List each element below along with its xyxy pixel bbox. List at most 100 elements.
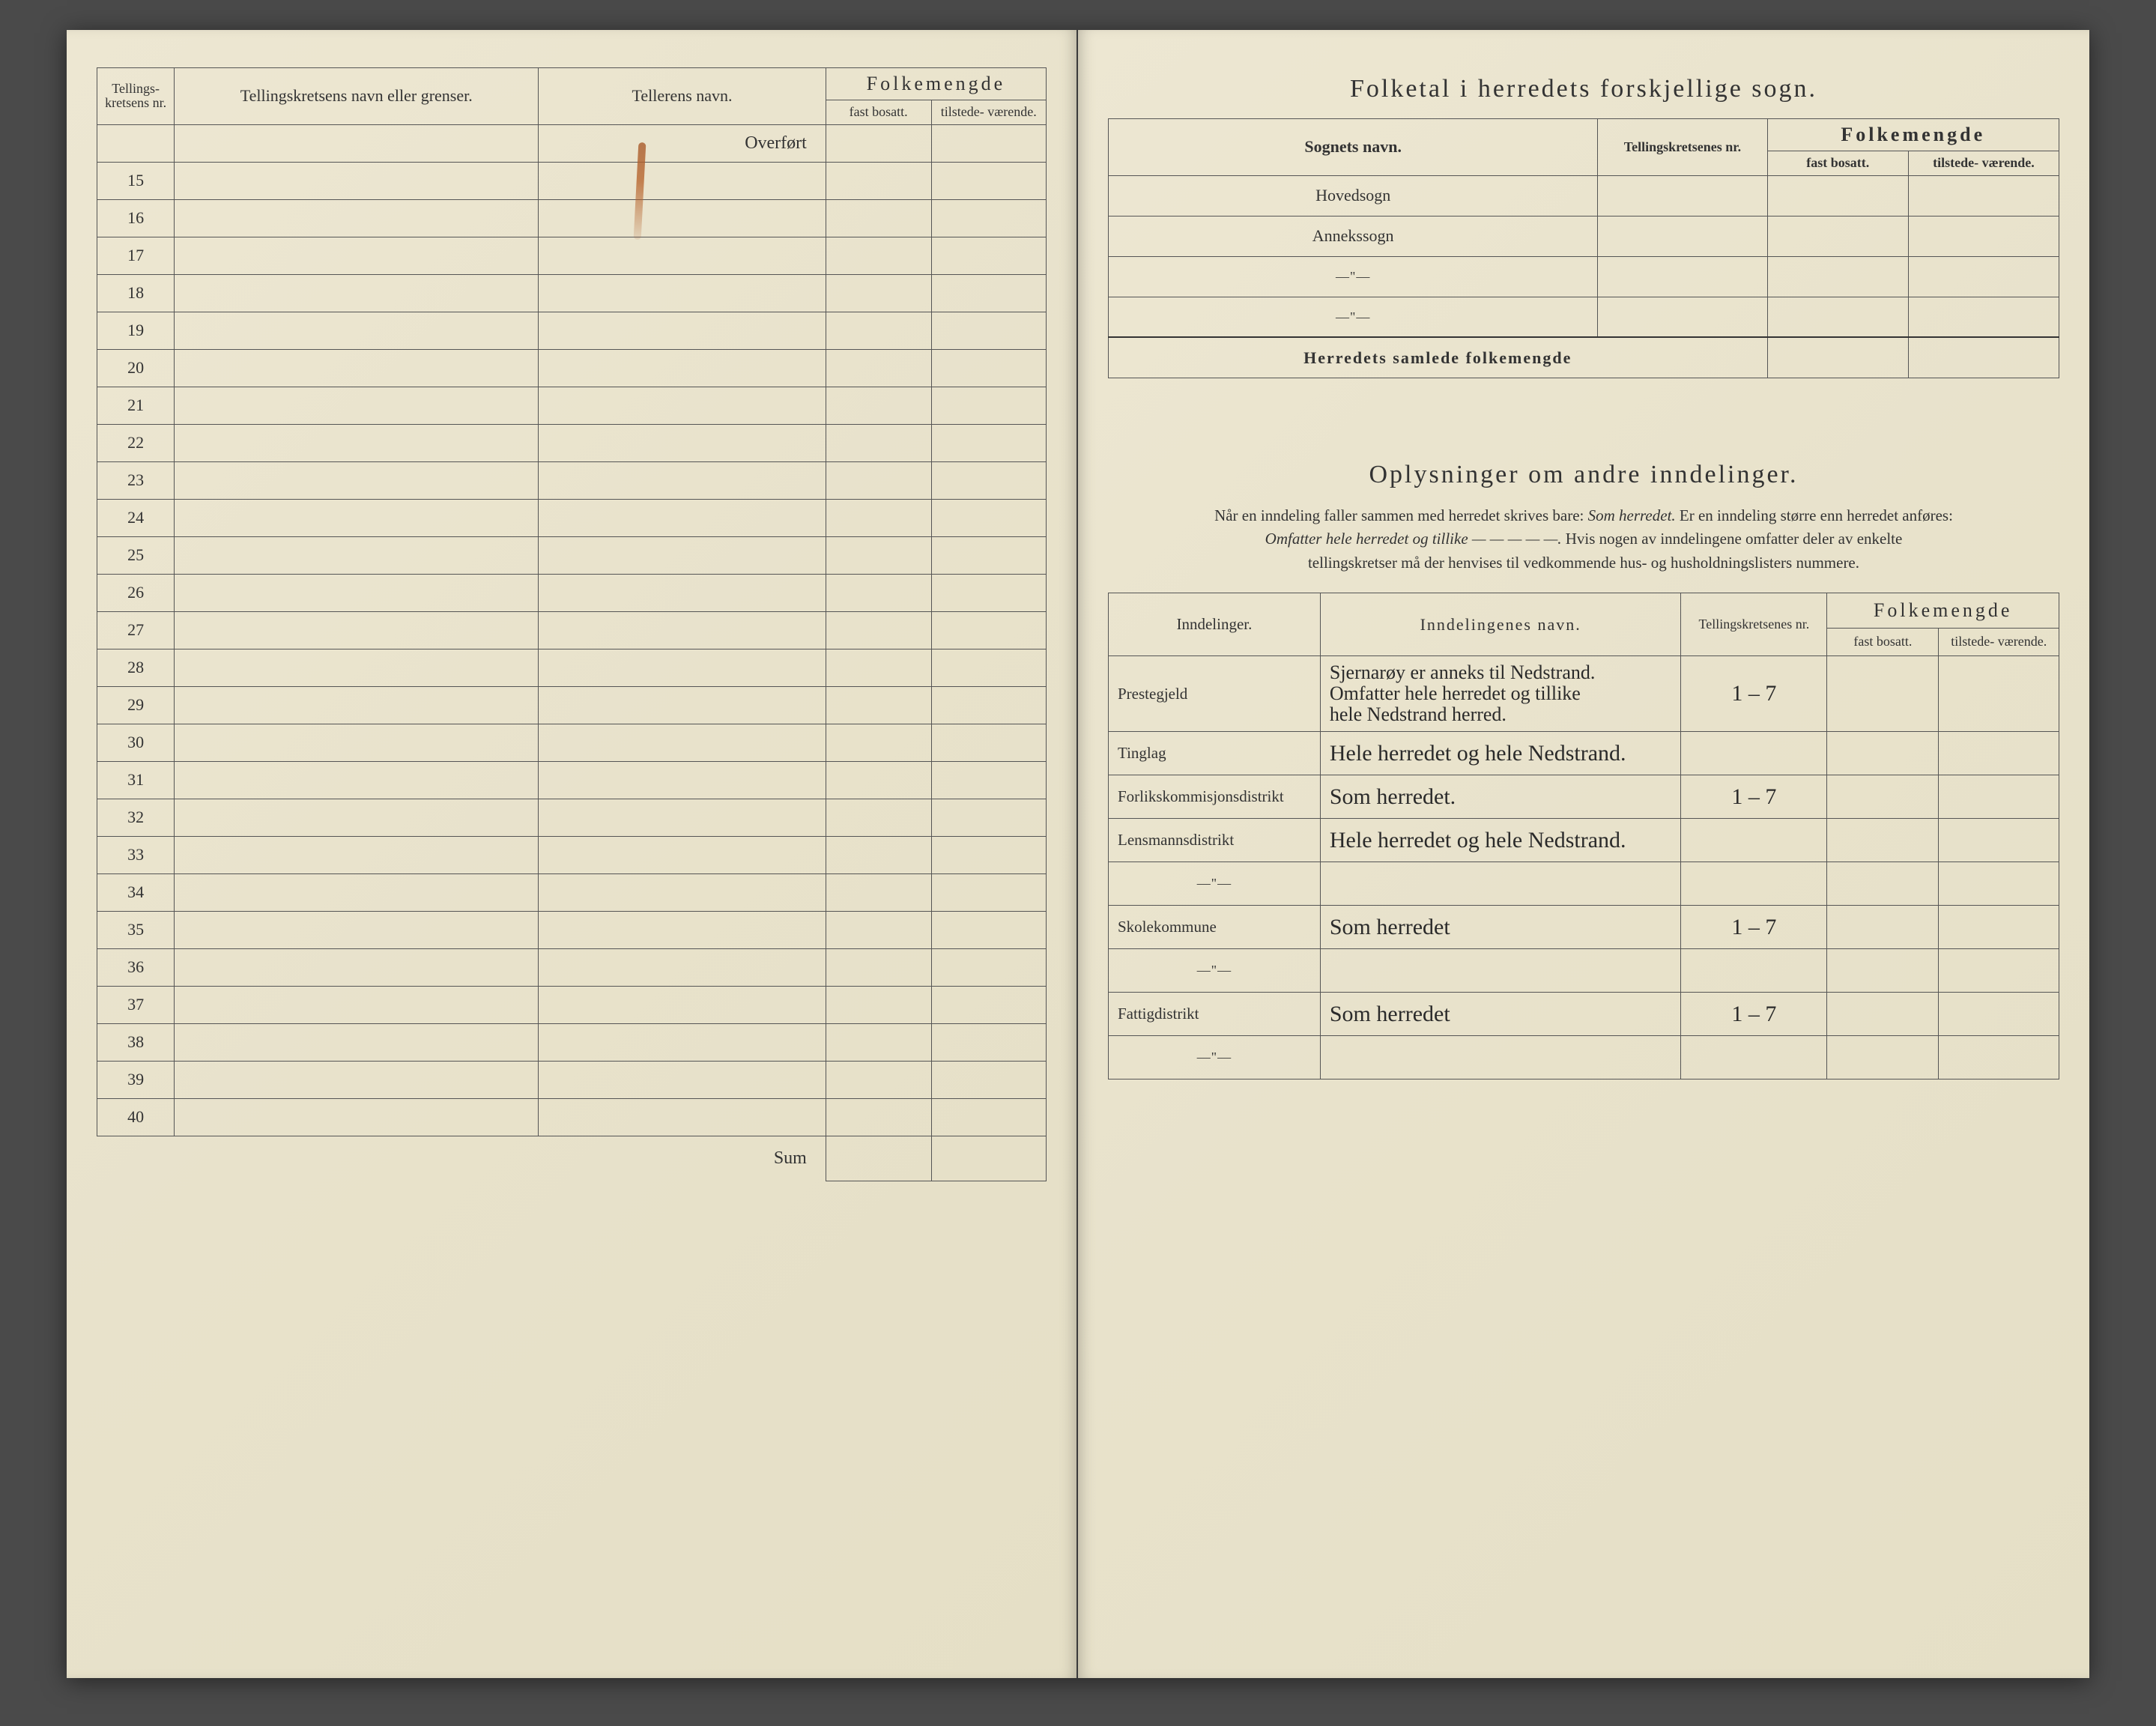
row-tv bbox=[931, 1061, 1047, 1098]
row-fb bbox=[826, 162, 931, 199]
inndeling-tv bbox=[1939, 775, 2059, 819]
row-tv bbox=[931, 274, 1047, 312]
row-nr: 39 bbox=[97, 1061, 175, 1098]
intro-2a: Omfatter hele herredet og tillike — — — … bbox=[1265, 530, 1562, 548]
row-fb bbox=[826, 986, 931, 1023]
row-tv bbox=[931, 1098, 1047, 1136]
row-nr: 31 bbox=[97, 761, 175, 799]
inndeling-label: —"— bbox=[1109, 949, 1321, 993]
row-nr: 20 bbox=[97, 349, 175, 387]
row-fb bbox=[826, 836, 931, 873]
inndeling-label: Prestegjeld bbox=[1109, 656, 1321, 732]
inndeling-row: FattigdistriktSom herredet1 – 7 bbox=[1109, 993, 2059, 1036]
row-name bbox=[175, 686, 539, 724]
inndeling-nr: 1 – 7 bbox=[1681, 775, 1827, 819]
table-row: 15 bbox=[97, 162, 1047, 199]
row-teller bbox=[539, 349, 826, 387]
table-row: 35 bbox=[97, 911, 1047, 948]
row-nr: 35 bbox=[97, 911, 175, 948]
hdr-tilstede: tilstede- værende. bbox=[931, 100, 1047, 125]
row-teller bbox=[539, 162, 826, 199]
row-nr: 33 bbox=[97, 836, 175, 873]
hdr-tellingskretsens-navn: Tellingskretsens navn eller grenser. bbox=[175, 68, 539, 125]
table-row: 29 bbox=[97, 686, 1047, 724]
overfort-label: Overført bbox=[539, 124, 826, 162]
row-fb bbox=[826, 799, 931, 836]
document-spread: Tellings- kretsens nr. Tellingskretsens … bbox=[67, 30, 2089, 1678]
row-name bbox=[175, 574, 539, 611]
table-row: 21 bbox=[97, 387, 1047, 424]
row-name bbox=[175, 424, 539, 461]
row-name bbox=[175, 873, 539, 911]
table-row: 19 bbox=[97, 312, 1047, 349]
table-row: 30 bbox=[97, 724, 1047, 761]
row-nr: 23 bbox=[97, 461, 175, 499]
table-row: 33 bbox=[97, 836, 1047, 873]
overfort-row: Overført bbox=[97, 124, 1047, 162]
inndeling-label: —"— bbox=[1109, 862, 1321, 906]
row-name bbox=[175, 499, 539, 536]
inndeling-fb bbox=[1827, 993, 1939, 1036]
row-teller bbox=[539, 873, 826, 911]
row-tv bbox=[931, 873, 1047, 911]
row-tv bbox=[931, 761, 1047, 799]
row-nr: 34 bbox=[97, 873, 175, 911]
left-census-table: Tellings- kretsens nr. Tellingskretsens … bbox=[97, 67, 1047, 1181]
row-name bbox=[175, 237, 539, 274]
row-name bbox=[175, 349, 539, 387]
sogn-tv bbox=[1908, 175, 2059, 216]
samlede-label: Herredets samlede folkemengde bbox=[1109, 337, 1768, 378]
inndeling-tv bbox=[1939, 993, 2059, 1036]
table-row: 23 bbox=[97, 461, 1047, 499]
table-row: 37 bbox=[97, 986, 1047, 1023]
row-teller bbox=[539, 574, 826, 611]
row-nr: 27 bbox=[97, 611, 175, 649]
row-fb bbox=[826, 1023, 931, 1061]
inndeling-row: PrestegjeldSjernarøy er anneks til Nedst… bbox=[1109, 656, 2059, 732]
row-teller bbox=[539, 986, 826, 1023]
sogn-tk bbox=[1598, 175, 1767, 216]
inndeling-tv bbox=[1939, 862, 2059, 906]
row-tv bbox=[931, 799, 1047, 836]
row-tv bbox=[931, 686, 1047, 724]
table-row: 16 bbox=[97, 199, 1047, 237]
row-name bbox=[175, 199, 539, 237]
inndeling-tv bbox=[1939, 656, 2059, 732]
row-tv bbox=[931, 349, 1047, 387]
inndeling-nr bbox=[1681, 1036, 1827, 1079]
row-tv bbox=[931, 162, 1047, 199]
row-tv bbox=[931, 499, 1047, 536]
inndeling-nr bbox=[1681, 949, 1827, 993]
row-nr: 17 bbox=[97, 237, 175, 274]
sum-row: Sum bbox=[97, 1136, 1047, 1181]
row-teller bbox=[539, 799, 826, 836]
inndeling-row: ForlikskommisjonsdistriktSom herredet.1 … bbox=[1109, 775, 2059, 819]
intro-1c: Er en inndeling større enn herredet anfø… bbox=[1680, 506, 1953, 524]
inndeling-fb bbox=[1827, 819, 1939, 862]
inndeling-fb bbox=[1827, 775, 1939, 819]
inndeling-label: —"— bbox=[1109, 1036, 1321, 1079]
row-fb bbox=[826, 1061, 931, 1098]
row-fb bbox=[826, 724, 931, 761]
row-teller bbox=[539, 761, 826, 799]
row-teller bbox=[539, 536, 826, 574]
hdr-fast-bosatt: fast bosatt. bbox=[826, 100, 931, 125]
sogn-row: Annekssogn bbox=[1109, 216, 2059, 256]
inndeling-hand: Hele herredet og hele Nedstrand. bbox=[1320, 819, 1681, 862]
sogn-fb bbox=[1767, 256, 1908, 297]
row-fb bbox=[826, 461, 931, 499]
row-nr: 21 bbox=[97, 387, 175, 424]
sogn-row: Hovedsogn bbox=[1109, 175, 2059, 216]
hdr-folkemengde2: Folkemengde bbox=[1767, 119, 2059, 151]
sogn-tk bbox=[1598, 216, 1767, 256]
right-page: Folketal i herredets forskjellige sogn. … bbox=[1078, 30, 2089, 1678]
samlede-row: Herredets samlede folkemengde bbox=[1109, 337, 2059, 378]
row-tv bbox=[931, 911, 1047, 948]
row-name bbox=[175, 536, 539, 574]
table-row: 18 bbox=[97, 274, 1047, 312]
row-name bbox=[175, 312, 539, 349]
inndeling-fb bbox=[1827, 656, 1939, 732]
table-row: 25 bbox=[97, 536, 1047, 574]
row-nr: 16 bbox=[97, 199, 175, 237]
row-fb bbox=[826, 199, 931, 237]
